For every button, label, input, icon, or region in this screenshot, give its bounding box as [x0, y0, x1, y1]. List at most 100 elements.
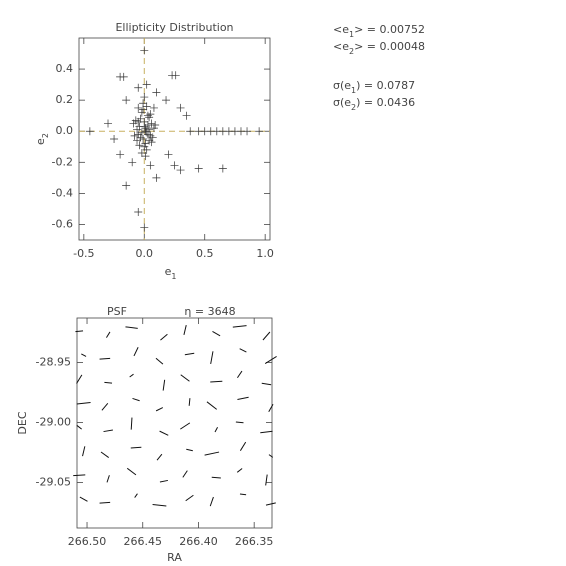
- y-tick-label: 0.0: [56, 124, 74, 137]
- label: σ(e2) = 0.0436: [333, 96, 415, 112]
- label: e2: [34, 133, 50, 145]
- y-axis-label: DEC: [16, 411, 29, 434]
- whisker: [260, 430, 273, 434]
- whisker: [99, 357, 111, 360]
- x-tick-label: 266.50: [68, 535, 107, 548]
- subscript: 1: [351, 86, 356, 95]
- point: [142, 102, 151, 111]
- whisker: [162, 379, 166, 391]
- y-tick-label: -28.95: [36, 355, 71, 368]
- point: [145, 125, 154, 134]
- point: [85, 127, 94, 136]
- point: [176, 103, 185, 112]
- point: [135, 141, 144, 150]
- whisker: [212, 331, 221, 337]
- label-text: σ(e: [333, 79, 351, 92]
- whisker: [159, 479, 168, 483]
- label-text: <e: [333, 23, 349, 36]
- y-tick-label: -29.05: [36, 475, 71, 488]
- point: [143, 121, 152, 130]
- whisker: [210, 351, 214, 364]
- whisker: [210, 380, 223, 383]
- point: [142, 80, 151, 89]
- whisker: [264, 356, 277, 364]
- x-tick-label: -0.5: [73, 247, 94, 260]
- point: [134, 117, 143, 126]
- point: [146, 110, 155, 119]
- x-tick-label: 0.0: [136, 247, 154, 260]
- point: [147, 138, 156, 147]
- subscript: 2: [351, 103, 356, 112]
- point: [151, 121, 160, 130]
- subscript: 2: [349, 47, 354, 56]
- whisker: [209, 496, 214, 507]
- whisker: [268, 454, 274, 458]
- label: e1: [165, 265, 177, 281]
- label-text: e: [34, 138, 47, 145]
- whisker: [76, 374, 83, 384]
- point: [140, 122, 149, 131]
- whisker: [261, 382, 272, 386]
- y-tick-label: -0.2: [52, 155, 73, 168]
- whisker: [106, 475, 110, 483]
- point: [145, 113, 154, 122]
- point: [255, 127, 264, 136]
- label-text: > = 0.00048: [354, 40, 425, 53]
- point: [148, 133, 157, 142]
- subscript: 1: [349, 30, 354, 39]
- subscript: 1: [171, 272, 176, 281]
- point: [176, 166, 185, 175]
- whisker: [155, 407, 164, 412]
- y-tick-label: 0.2: [56, 93, 74, 106]
- label-text: ) = 0.0436: [356, 96, 415, 109]
- point: [140, 46, 149, 55]
- point: [152, 88, 161, 97]
- whisker: [155, 357, 164, 365]
- x-tick-label: 266.35: [235, 535, 274, 548]
- whisker: [186, 448, 193, 452]
- whisker: [235, 421, 244, 424]
- point: [129, 119, 138, 128]
- whisker: [126, 467, 137, 476]
- point: [122, 96, 131, 105]
- point: [116, 150, 125, 159]
- x-tick-label: 266.40: [179, 535, 218, 548]
- point: [137, 148, 146, 157]
- point: [149, 103, 158, 112]
- whisker: [152, 503, 167, 507]
- point: [141, 139, 150, 148]
- point: [133, 125, 142, 134]
- whisker: [133, 347, 139, 357]
- point: [230, 127, 239, 136]
- point: [164, 150, 173, 159]
- whisker: [214, 426, 219, 433]
- point: [186, 127, 195, 136]
- whisker: [268, 403, 274, 413]
- whisker: [262, 331, 271, 341]
- whisker: [236, 468, 243, 473]
- chart-title: Ellipticity Distribution: [115, 21, 233, 34]
- whisker: [100, 451, 109, 458]
- whisker: [237, 370, 243, 379]
- whisker: [211, 476, 221, 479]
- whisker: [183, 324, 187, 336]
- label-text: e: [165, 265, 172, 278]
- label-text: ) = 0.0787: [356, 79, 415, 92]
- whisker: [75, 330, 84, 333]
- chart-subtitle: η = 3648: [184, 305, 235, 318]
- whisker: [76, 424, 82, 430]
- whisker: [106, 331, 111, 338]
- point: [142, 145, 151, 154]
- point: [133, 136, 142, 145]
- point: [143, 130, 152, 139]
- point: [171, 71, 180, 80]
- whisker: [232, 325, 247, 328]
- point: [130, 131, 139, 140]
- point: [182, 111, 191, 120]
- whisker: [239, 348, 247, 353]
- whisker: [159, 430, 169, 436]
- point: [137, 108, 146, 117]
- label: <e1> = 0.00752: [333, 23, 425, 39]
- point: [162, 96, 171, 105]
